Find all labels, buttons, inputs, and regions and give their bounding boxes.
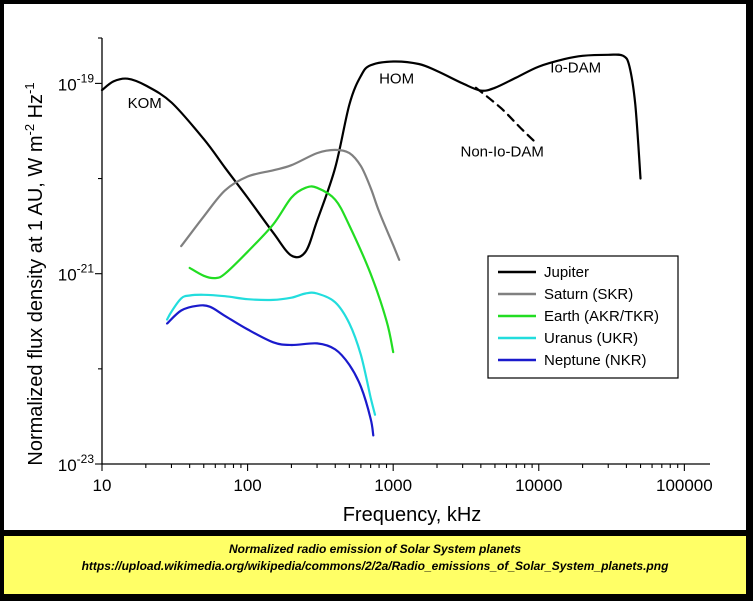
legend-label-uranus-ukr: Uranus (UKR) [544, 330, 638, 347]
series-line-saturn-skr [180, 148, 401, 261]
annotations: KOM HOM Io-DAM Non-Io-DAM [128, 60, 602, 161]
y-tick-label: 10-21 [58, 262, 95, 285]
caption-banner: Normalized radio emission of Solar Syste… [4, 536, 746, 594]
x-tick-label: 100000 [656, 476, 713, 495]
legend-label-saturn-skr: Saturn (SKR) [544, 286, 633, 303]
y-tick-label: 10-19 [58, 71, 95, 94]
x-tick-label: 10000 [515, 476, 562, 495]
radio-emission-chart: KOM HOM Io-DAM Non-Io-DAM 10 100 1000 10000 100… [22, 37, 713, 526]
y-tick-label: 10-23 [58, 452, 95, 475]
series-line-earth-akr-tkr [188, 185, 395, 354]
axes [95, 37, 710, 471]
x-tick-label: 10 [93, 476, 112, 495]
x-tick-label: 100 [233, 476, 261, 495]
annotation-label: Non-Io-DAM [461, 144, 544, 161]
legend-label-jupiter: Jupiter [544, 264, 589, 281]
x-axis-title: Frequency, kHz [343, 504, 482, 526]
annotation-label: HOM [379, 70, 414, 87]
series-lines [100, 53, 642, 437]
series-line-uranus-ukr [166, 291, 377, 416]
series-line-jupiter [100, 53, 642, 259]
legend: Jupiter Saturn (SKR) Earth (AKR/TKR) Uranus… [487, 255, 679, 379]
series-line-neptune-nkr [166, 304, 375, 437]
caption-url: https://upload.wikimedia.org/wikipedia/c… [81, 559, 669, 573]
tick-labels: 10 100 1000 10000 100000 10-23 10-21 10-19 [58, 71, 713, 495]
legend-label-neptune-nkr: Neptune (NKR) [544, 352, 647, 369]
caption-title: Normalized radio emission of Solar Syste… [228, 542, 522, 556]
series-line-non-io-dam [474, 86, 537, 144]
x-tick-label: 1000 [374, 476, 412, 495]
plot-panel: KOM HOM Io-DAM Non-Io-DAM 10 100 1000 10000 100… [4, 4, 746, 530]
legend-label-earth-akr-tkr: Earth (AKR/TKR) [544, 308, 659, 325]
y-axis-title: Normalized flux density at 1 AU, W m-2 H… [22, 82, 47, 465]
annotation-label: Io-DAM [550, 60, 601, 77]
annotation-label: KOM [128, 95, 162, 112]
